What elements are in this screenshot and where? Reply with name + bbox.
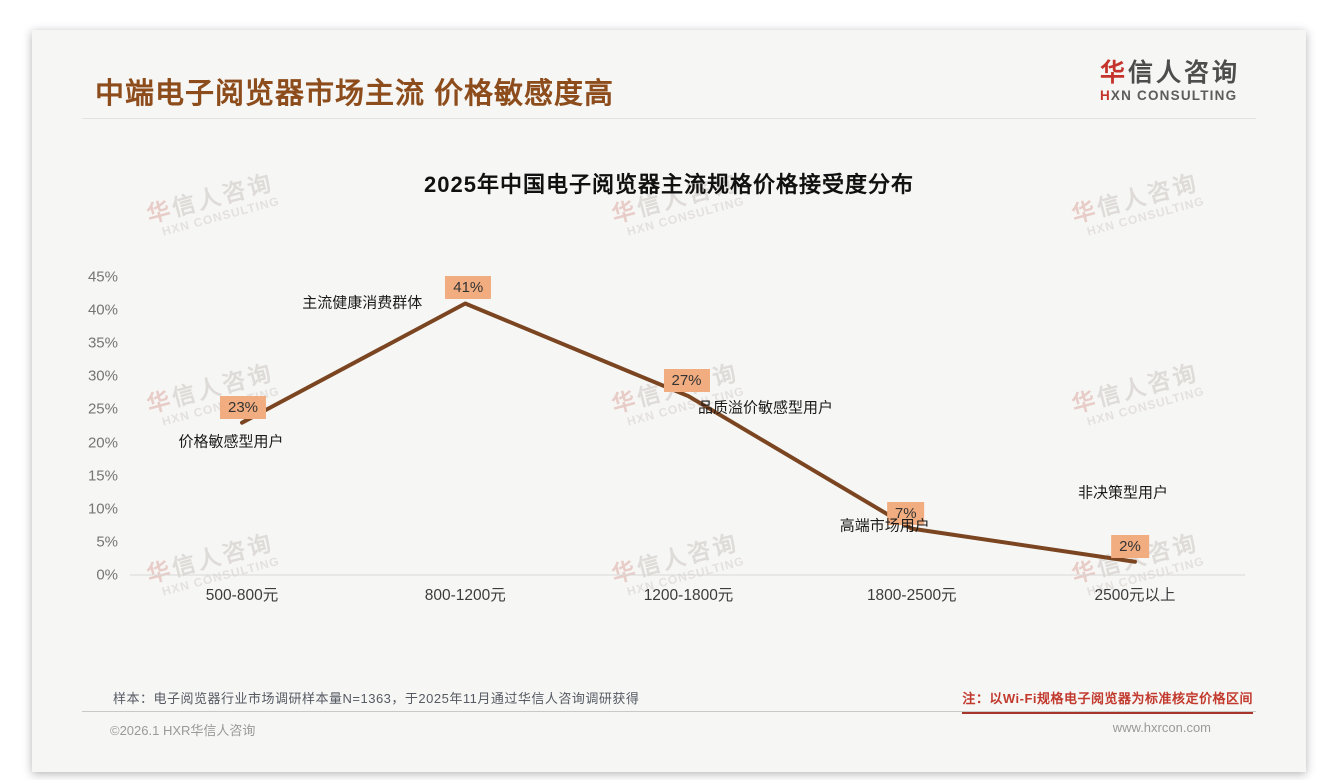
data-point-value: 27%	[663, 369, 710, 393]
data-line	[240, 301, 1137, 564]
y-axis-tick: 25%	[87, 400, 118, 418]
sample-note: 样本：电子阅览器行业市场调研样本量N=1363，于2025年11月通过华信人咨询…	[113, 691, 640, 706]
y-axis-tick: 15%	[87, 467, 118, 485]
data-point-value: 41%	[445, 276, 492, 300]
data-point-value: 2%	[1111, 534, 1149, 558]
data-point-value: 7%	[886, 501, 925, 525]
bottom-divider	[82, 711, 1256, 712]
segment-annotation: 价格敏感型用户	[178, 433, 284, 451]
y-axis-tick: 30%	[87, 367, 118, 385]
x-axis-category: 1200-1800元	[643, 587, 734, 604]
y-axis-tick: 5%	[96, 533, 118, 551]
y-axis-tick: 10%	[87, 500, 118, 518]
logo-cn-rest: 信人咨询	[1127, 59, 1240, 87]
logo-accent-letter: H	[1099, 88, 1111, 103]
chart-canvas	[130, 301, 1245, 576]
logo-en-rest: XN CONSULTING	[1110, 88, 1238, 103]
y-axis-tick: 0%	[96, 566, 118, 584]
segment-annotation: 品质溢价敏感型用户	[697, 399, 834, 417]
logo-accent-char: 华	[1099, 59, 1128, 87]
x-axis-category: 800-1200元	[424, 587, 506, 604]
x-axis-category: 1800-2500元	[866, 587, 957, 604]
y-axis-tick: 20%	[87, 434, 118, 452]
copyright-text: ©2026.1 HXR华信人咨询	[110, 723, 256, 738]
method-note: 注：以Wi-Fi规格电子阅览器为标准核定价格区间	[962, 688, 1253, 714]
report-card: 华信人咨询 HXN CONSULTING 华信人咨询 HXN CONSULTING 华信…	[32, 30, 1306, 772]
brand-logo-chinese: 华信人咨询	[1100, 58, 1240, 88]
y-axis-tick: 35%	[87, 334, 118, 352]
x-axis-category: 500-800元	[205, 587, 279, 604]
header-divider	[82, 118, 1256, 119]
data-point-value: 23%	[219, 395, 267, 419]
chart-title: 2025年中国电子阅览器主流规格价格接受度分布	[424, 172, 914, 197]
segment-annotation: 非决策型用户	[1077, 484, 1169, 502]
segment-annotation: 高端市场用户	[839, 517, 930, 535]
website-link[interactable]: www.hxrcon.com	[1112, 720, 1211, 735]
y-axis-tick: 40%	[87, 301, 118, 319]
footer-bar: ©2026.1 HXR华信人咨询 www.hxrcon.com	[110, 720, 1211, 739]
brand-logo: 华信人咨询 HXN CONSULTING	[1100, 58, 1240, 104]
segment-annotation: 主流健康消费群体	[302, 294, 423, 312]
brand-logo-english: HXN CONSULTING	[1100, 88, 1240, 104]
x-axis-category: 2500元以上	[1094, 587, 1176, 604]
line-chart: 0% 5% 10% 15% 20% 25% 30% 35% 40% 45% 500-800元 800-…	[80, 265, 1260, 615]
y-axis-tick: 45%	[87, 268, 118, 286]
page-title: 中端电子阅览器市场主流 价格敏感度高	[95, 78, 615, 110]
